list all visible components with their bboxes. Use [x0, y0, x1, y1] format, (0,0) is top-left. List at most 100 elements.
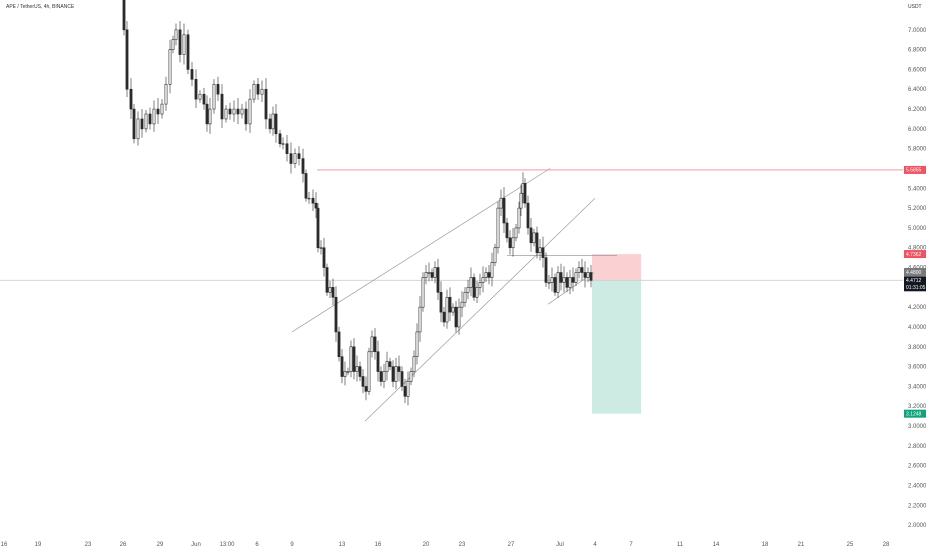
candle-up [433, 267, 437, 278]
candle-up [349, 346, 353, 372]
candle-up [319, 247, 323, 249]
candle-down [178, 29, 182, 55]
candle-up [496, 207, 500, 249]
time-tick-label: 7 [629, 542, 633, 548]
candle-down [337, 331, 341, 357]
price-tick-label: 5.2000 [908, 206, 927, 212]
candle-down [403, 386, 407, 397]
trendline-3[interactable] [547, 272, 595, 305]
candle-down [220, 93, 224, 120]
candle-down [285, 143, 289, 154]
candle-down [523, 183, 527, 204]
candle-up [445, 296, 449, 323]
candle-up [550, 277, 554, 283]
price-tick-label: 3.6000 [908, 365, 927, 371]
price-tick-label: 2.0000 [908, 523, 927, 529]
candle-up [427, 272, 431, 274]
candle-up [346, 371, 350, 373]
candle-up [240, 108, 244, 115]
candle-up [475, 287, 479, 298]
candle-up [556, 272, 560, 293]
candle-down [274, 113, 278, 135]
candle-down [325, 267, 329, 293]
candle-down [125, 29, 129, 90]
candle-up [418, 306, 422, 333]
candle-up [547, 282, 551, 284]
candle-down [505, 222, 509, 239]
time-tick-label: 25 [847, 542, 854, 548]
stop-loss-zone[interactable] [592, 254, 641, 281]
position-tool[interactable] [592, 254, 641, 414]
price-tick-label: 3.0000 [908, 424, 927, 430]
candle-down [132, 108, 136, 140]
candle-up [490, 262, 494, 278]
time-tick-label: 11 [677, 542, 684, 548]
candle-up [517, 207, 521, 229]
candle-down [589, 272, 593, 281]
candle-down [502, 197, 506, 224]
candle-down [216, 83, 220, 95]
time-tick-label: 23 [459, 542, 466, 548]
price-tag-label: 5.5855 [906, 168, 922, 174]
candle-down [571, 277, 575, 283]
price-tag [904, 409, 926, 418]
currency-label: USDT [908, 4, 922, 10]
candle-up [514, 227, 518, 239]
candle-down [311, 197, 315, 204]
candle-up [182, 34, 186, 55]
candle-down [268, 118, 272, 130]
price-tick-label: 6.2000 [908, 107, 927, 113]
time-tick-label: 23 [85, 542, 92, 548]
candle-down [186, 34, 190, 70]
candle-down [448, 296, 452, 313]
candle-down [373, 336, 377, 353]
take-profit-zone[interactable] [592, 280, 641, 414]
candle-down [379, 371, 383, 382]
price-tick-label: 4.0000 [908, 325, 927, 331]
time-tick-label: 27 [508, 542, 515, 548]
price-tick-label: 6.8000 [908, 48, 927, 54]
candle-up [424, 272, 428, 278]
price-tag-label: 4.4712 [906, 278, 922, 284]
candle-up [152, 108, 156, 125]
candle-up [281, 143, 285, 145]
price-tick-label: 4.8000 [908, 246, 927, 252]
time-tick-label: 21 [798, 542, 805, 548]
candle-down [565, 277, 569, 288]
candle-down [316, 207, 320, 249]
time-tick-label: 13 [339, 542, 346, 548]
time-axis[interactable]: 16 19 23 26 29 Jun 13:00 6 9 13 16 20 23 27 Jul 4 7 11 14 1… [1, 542, 890, 548]
time-tick-label: Jun [191, 542, 201, 548]
horizontal-lines[interactable] [0, 169, 903, 281]
candle-down [544, 257, 548, 283]
candle-down [487, 272, 491, 278]
candle-up [409, 371, 413, 382]
time-tick-label: 9 [290, 542, 294, 548]
candle-up [208, 108, 212, 125]
candle-up [457, 306, 461, 328]
candle-down [228, 108, 232, 115]
candle-up [499, 197, 503, 209]
price-tick-label: 7.0000 [908, 28, 927, 34]
price-tag [904, 268, 926, 277]
candle-up [212, 83, 216, 110]
candle-down [304, 173, 308, 199]
candle-up [164, 83, 168, 105]
candle-down [148, 113, 152, 125]
candle-down [340, 356, 344, 377]
candle-up [252, 83, 256, 100]
candle-down [535, 232, 539, 253]
candle-down [397, 366, 401, 372]
price-tick-label: 5.4000 [908, 186, 927, 192]
candle-down [331, 287, 335, 298]
candles [122, 0, 593, 406]
price-tick-label: 3.2000 [908, 404, 927, 410]
candle-down [301, 158, 305, 174]
candle-down [391, 366, 395, 382]
candle-up [421, 277, 425, 308]
time-tick-label: 18 [762, 542, 769, 548]
candle-down [194, 79, 198, 100]
candle-down [361, 376, 365, 387]
time-tick-label: 13:00 [219, 542, 235, 548]
